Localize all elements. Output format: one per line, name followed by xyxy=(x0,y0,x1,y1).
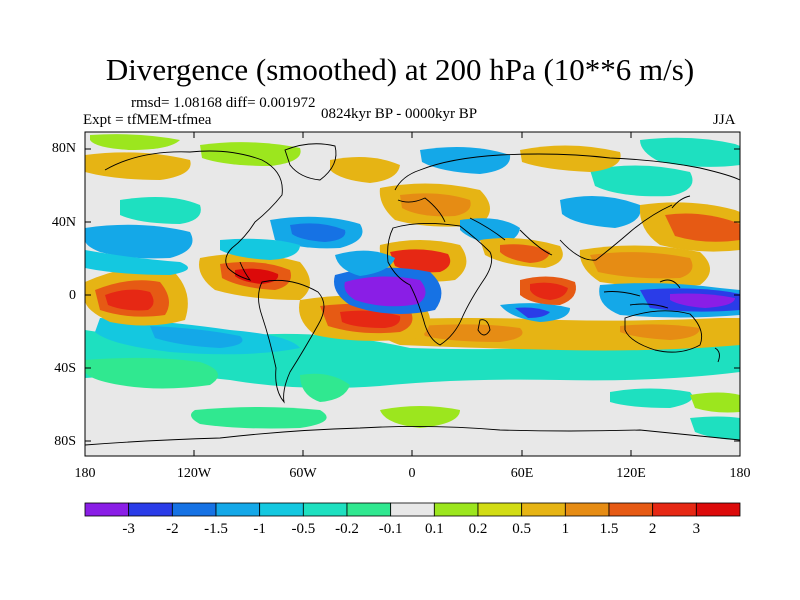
coastlines xyxy=(85,143,740,446)
colorbar-swatch xyxy=(84,502,130,517)
colorbar-label: -1 xyxy=(253,521,266,537)
colorbar-swatch xyxy=(171,502,217,517)
field-patch xyxy=(120,196,201,224)
field-patch xyxy=(380,406,460,428)
colorbar-label: -3 xyxy=(122,521,135,537)
coastline-maritime-se-asia xyxy=(603,279,681,309)
colorbar-label: -2 xyxy=(166,521,179,537)
colorbar-label: 0.5 xyxy=(512,521,532,537)
field-patch xyxy=(420,324,523,342)
map-field xyxy=(85,132,740,456)
lon-label: 60E xyxy=(510,466,534,481)
colorbar-label: -1.5 xyxy=(204,521,228,537)
season-label: JJA xyxy=(713,112,736,128)
colorbar xyxy=(84,502,741,517)
colorbar-swatch xyxy=(128,502,173,517)
rmsd-stats: rmsd= 1.08168 diff= 0.001972 xyxy=(131,95,316,111)
coastline-new-zealand xyxy=(714,347,720,363)
field-patch xyxy=(330,156,400,183)
field-patch xyxy=(300,373,350,402)
colorbar-label: 0.1 xyxy=(424,521,444,537)
field-patch xyxy=(85,152,191,180)
colorbar-swatch xyxy=(302,502,348,517)
colorbar-label: -0.2 xyxy=(335,521,359,537)
colorbar-label: 2 xyxy=(648,521,657,537)
field-patch xyxy=(620,324,700,340)
colorbar-swatch xyxy=(433,502,479,517)
field-patch xyxy=(220,238,300,260)
field-patch xyxy=(191,407,327,429)
colorbar-label: 3 xyxy=(692,521,701,537)
colorbar-swatch xyxy=(564,502,610,517)
field-patch xyxy=(85,224,193,259)
coastline-south-america xyxy=(258,279,325,404)
lon-label: 120E xyxy=(616,466,646,481)
colorbar-swatch xyxy=(259,502,304,517)
colorbar-swatch xyxy=(608,502,654,517)
field-patch xyxy=(690,416,740,440)
colorbar-swatch xyxy=(215,502,261,517)
field-patch xyxy=(530,282,568,300)
coastline-eurasia xyxy=(394,153,740,261)
lat-label: 80S xyxy=(54,434,76,449)
figure-title: Divergence (smoothed) at 200 hPa (10**6 … xyxy=(105,52,695,87)
coastline-africa xyxy=(387,222,493,346)
field-patch xyxy=(105,289,154,311)
field-patch xyxy=(340,310,401,328)
lat-label: 0 xyxy=(69,288,76,303)
coastline-antarctica xyxy=(85,425,740,446)
colorbar-swatch xyxy=(390,502,435,517)
field-patch xyxy=(610,388,693,408)
colorbar-swatch xyxy=(346,502,392,517)
field-patch xyxy=(640,137,740,167)
lon-label: 180 xyxy=(74,466,96,481)
coastline-australia xyxy=(624,310,703,353)
axis-ticks xyxy=(84,132,741,456)
colorbar-label: 1 xyxy=(561,521,570,537)
colorbar-swatch xyxy=(695,502,741,517)
lat-label: 40N xyxy=(51,215,76,230)
field-patch xyxy=(335,250,395,276)
field-patch xyxy=(590,165,693,197)
colorbar-label: -0.5 xyxy=(291,521,316,537)
field-patch xyxy=(85,250,188,275)
field-patch xyxy=(500,244,550,263)
colorbar-label: 1.5 xyxy=(599,521,619,537)
field-patch xyxy=(515,307,550,318)
field-patch xyxy=(90,134,180,150)
coastline-japan xyxy=(671,195,691,209)
colorbar-swatch xyxy=(652,502,697,517)
colorbar-label: -0.1 xyxy=(378,521,403,537)
lon-label: 180 xyxy=(729,466,751,481)
field-patch xyxy=(420,146,511,174)
field-patch xyxy=(150,326,243,348)
coastline-north-america xyxy=(104,150,283,281)
field-patch xyxy=(344,276,426,307)
field-patch xyxy=(590,252,693,279)
field-patch xyxy=(690,392,740,413)
coastline-madagascar xyxy=(477,319,491,336)
coastline-greenland xyxy=(284,143,337,181)
field-patch xyxy=(520,145,621,172)
lon-label: 120W xyxy=(176,466,212,481)
field-patch xyxy=(200,142,301,166)
lat-label: 40S xyxy=(54,361,76,376)
field-patch xyxy=(85,357,218,389)
lon-label: 60W xyxy=(289,466,317,481)
field-patch xyxy=(400,193,471,217)
lat-label: 80N xyxy=(51,141,76,156)
colorbar-label: 0.2 xyxy=(468,521,488,537)
field-patch xyxy=(560,196,641,228)
colorbar-swatch xyxy=(521,502,566,517)
field-patch xyxy=(290,223,346,242)
field-patch xyxy=(670,293,735,308)
lon-label: 0 xyxy=(408,466,416,481)
field-patch xyxy=(390,249,451,273)
colorbar-swatch xyxy=(477,502,523,517)
field-patch xyxy=(665,213,740,242)
field-patch xyxy=(235,268,279,284)
experiment-label: Expt = tfMEM-tfmea xyxy=(83,112,212,128)
period-label: 0824kyr BP - 0000kyr BP xyxy=(321,106,478,122)
